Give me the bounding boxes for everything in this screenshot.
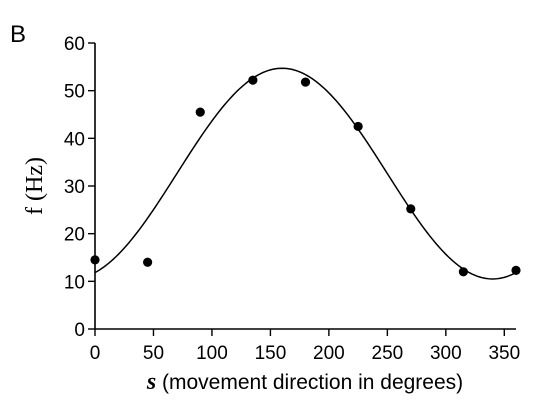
data-point [248, 75, 258, 85]
y-axis-label: f (Hz) [22, 157, 48, 215]
y-axis: 0 10 20 30 40 50 60 [64, 34, 96, 341]
x-tick-label: 250 [372, 343, 404, 364]
fit-curve [94, 67, 517, 280]
x-tick-label: 150 [255, 343, 287, 364]
x-ticks: 0 50 100 150 200 250 300 350 [90, 329, 520, 364]
y-ticks: 0 10 20 30 40 50 60 [64, 34, 95, 341]
x-tick-label: 350 [488, 343, 520, 364]
x-tick-label: 100 [196, 343, 228, 364]
x-axis-label: s (movement direction in degrees) [146, 369, 463, 395]
x-axis-label-variable: s [146, 369, 156, 395]
y-tick-label: 50 [64, 82, 85, 103]
y-tick-label: 0 [74, 320, 85, 341]
x-axis-label-text: (movement direction in degrees) [156, 371, 463, 394]
y-tick-label: 30 [64, 177, 85, 198]
panel-label: B [10, 21, 26, 48]
data-point [143, 257, 153, 267]
data-point [90, 255, 100, 265]
y-tick-label: 10 [64, 272, 85, 293]
data-point [511, 265, 521, 275]
x-axis: 0 50 100 150 200 250 300 350 [90, 328, 520, 364]
x-tick-label: 300 [430, 343, 462, 364]
y-tick-label: 40 [64, 129, 85, 150]
y-tick-label: 60 [64, 34, 85, 55]
y-tick-label: 20 [64, 225, 85, 246]
data-point [195, 107, 205, 117]
x-tick-label: 0 [90, 343, 101, 364]
x-tick-label: 200 [313, 343, 345, 364]
data-point [353, 121, 363, 132]
x-tick-label: 50 [143, 343, 164, 364]
data-points [90, 75, 521, 277]
data-point [300, 77, 311, 87]
data-point [458, 267, 468, 277]
data-point [406, 204, 416, 214]
